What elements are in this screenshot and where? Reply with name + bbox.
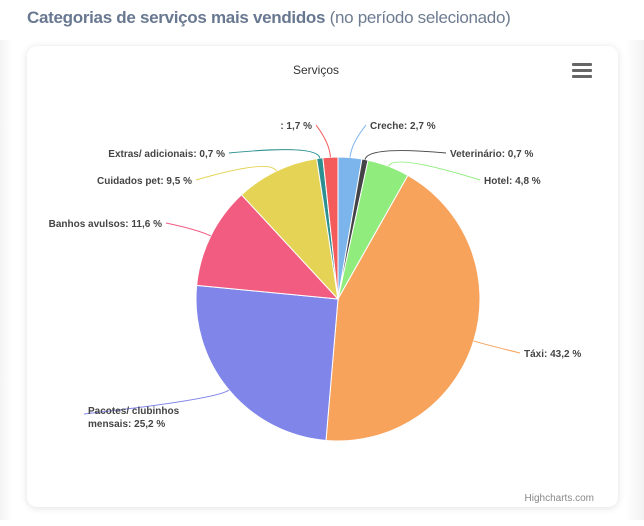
chart-title: Serviços [293,63,339,77]
data-label: Pacotes/ clubinhos mensais: 25,2 % [88,406,180,430]
heading-bold: Categorias de serviços mais vendidos [27,8,326,27]
section-heading: Categorias de serviços mais vendidos (no… [27,8,511,28]
pie-slice-t-xi[interactable] [325,174,481,442]
pie-slice-cuidados-pet[interactable] [240,158,339,301]
pie-slice-banhos-avulsos[interactable] [196,194,340,300]
connector-line [388,161,481,181]
connector-line [473,340,521,354]
chart-credits[interactable]: Highcharts.com [525,493,594,504]
data-label: Cuidados pet: 9,5 % [97,176,192,187]
data-label: Banhos avulsos: 11,6 % [49,219,162,230]
background-shade-left [0,40,12,520]
data-label: : 1,7 % [280,121,312,132]
connector-line [83,389,230,415]
data-label: Extras/ adicionais: 0,7 % [108,149,225,160]
connector-line [195,165,277,181]
data-label: Hotel: 4,8 % [484,176,541,187]
connector-line [315,124,331,158]
connector-line [165,222,211,237]
connector-line [364,150,447,160]
data-label: Táxi: 43,2 % [524,349,581,360]
data-label: Creche: 2,7 % [370,121,436,132]
pie-slice-pacotes-clubinhos-mensais[interactable] [195,284,339,442]
connector-line [228,149,321,159]
hamburger-menu-icon[interactable] [572,63,592,79]
pie-slice-unnamed[interactable] [322,156,339,300]
data-label: Veterinário: 0,7 % [450,149,533,160]
connector-line [349,124,367,158]
background-shade-right [626,40,644,520]
heading-subtitle: (no período selecionado) [325,8,511,27]
